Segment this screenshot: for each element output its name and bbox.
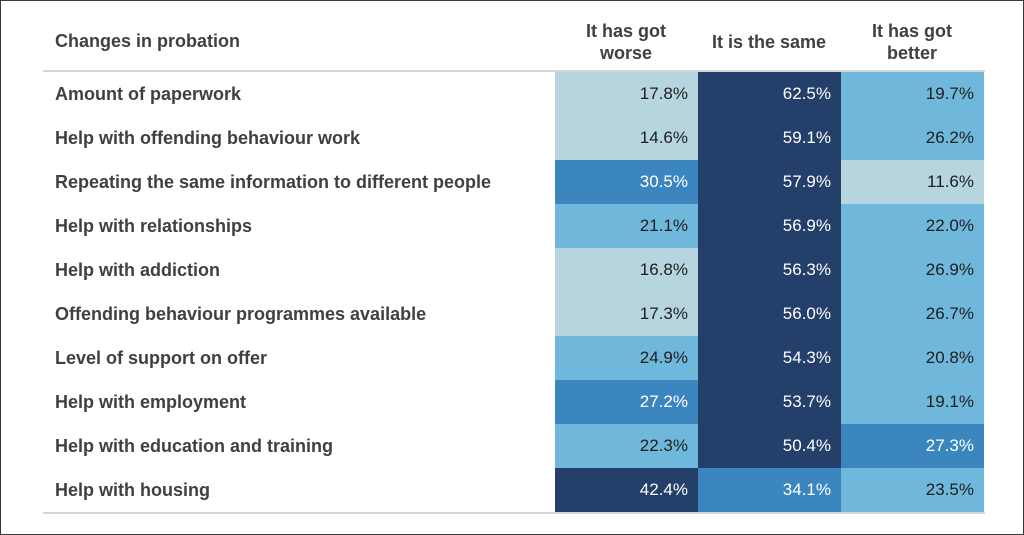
column-header-same: It is the same <box>711 31 827 52</box>
table-row: Offending behaviour programmes available… <box>43 292 985 336</box>
cell-worse: 21.1% <box>555 204 698 248</box>
row-label: Amount of paperwork <box>55 84 242 104</box>
header-label: Changes in probation <box>55 31 241 51</box>
table-row: Help with offending behaviour work 14.6% 5… <box>43 116 985 160</box>
cell-better: 22.0% <box>841 204 984 248</box>
table-row: Help with addiction 16.8% 56.3% 26.9% <box>43 248 985 292</box>
table-row: Help with employment 27.2% 53.7% 19.1% <box>43 380 985 424</box>
column-header-better: It has got better <box>872 20 952 63</box>
cell-same: 56.3% <box>698 248 841 292</box>
cell-same: 57.9% <box>698 160 841 204</box>
row-label: Help with education and training <box>55 436 334 456</box>
cell-worse: 17.3% <box>555 292 698 336</box>
heatmap-table: Changes in probation It has got worse It… <box>43 13 985 514</box>
row-label: Offending behaviour programmes available <box>55 304 427 324</box>
cell-worse: 22.3% <box>555 424 698 468</box>
row-label: Level of support on offer <box>55 348 268 368</box>
cell-same: 34.1% <box>698 468 841 512</box>
table-row: Help with education and training 22.3% 50.… <box>43 424 985 468</box>
cell-better: 19.7% <box>841 72 984 116</box>
row-label: Help with addiction <box>55 260 220 280</box>
cell-same: 50.4% <box>698 424 841 468</box>
cell-better: 11.6% <box>841 160 984 204</box>
cell-worse: 17.8% <box>555 72 698 116</box>
row-label: Help with offending behaviour work <box>55 128 361 148</box>
cell-better: 27.3% <box>841 424 984 468</box>
table-header: Changes in probation It has got worse It… <box>43 13 985 72</box>
table-row: Help with housing 42.4% 34.1% 23.5% <box>43 468 985 512</box>
cell-better: 20.8% <box>841 336 984 380</box>
table-row: Repeating the same information to differ… <box>43 160 985 204</box>
row-label: Help with housing <box>55 480 210 500</box>
cell-better: 26.7% <box>841 292 984 336</box>
cell-same: 53.7% <box>698 380 841 424</box>
table-row: Amount of paperwork 17.8% 62.5% 19.7% <box>43 72 985 116</box>
row-label: Help with employment <box>55 392 247 412</box>
cell-worse: 14.6% <box>555 116 698 160</box>
cell-better: 26.2% <box>841 116 984 160</box>
table-row: Level of support on offer 24.9% 54.3% 20.8% <box>43 336 985 380</box>
row-label: Help with relationships <box>55 216 253 236</box>
cell-same: 59.1% <box>698 116 841 160</box>
cell-worse: 27.2% <box>555 380 698 424</box>
cell-better: 26.9% <box>841 248 984 292</box>
cell-same: 54.3% <box>698 336 841 380</box>
cell-better: 23.5% <box>841 468 984 512</box>
cell-worse: 24.9% <box>555 336 698 380</box>
cell-same: 56.0% <box>698 292 841 336</box>
cell-worse: 42.4% <box>555 468 698 512</box>
cell-better: 19.1% <box>841 380 984 424</box>
table-body: Amount of paperwork 17.8% 62.5% 19.7% Help w… <box>43 72 985 512</box>
cell-worse: 30.5% <box>555 160 698 204</box>
cell-worse: 16.8% <box>555 248 698 292</box>
cell-same: 62.5% <box>698 72 841 116</box>
table-row: Help with relationships 21.1% 56.9% 22.0% <box>43 204 985 248</box>
row-label: Repeating the same information to differ… <box>55 172 492 192</box>
table-bottom-rule <box>43 512 985 514</box>
cell-same: 56.9% <box>698 204 841 248</box>
column-header-worse: It has got worse <box>586 20 666 63</box>
